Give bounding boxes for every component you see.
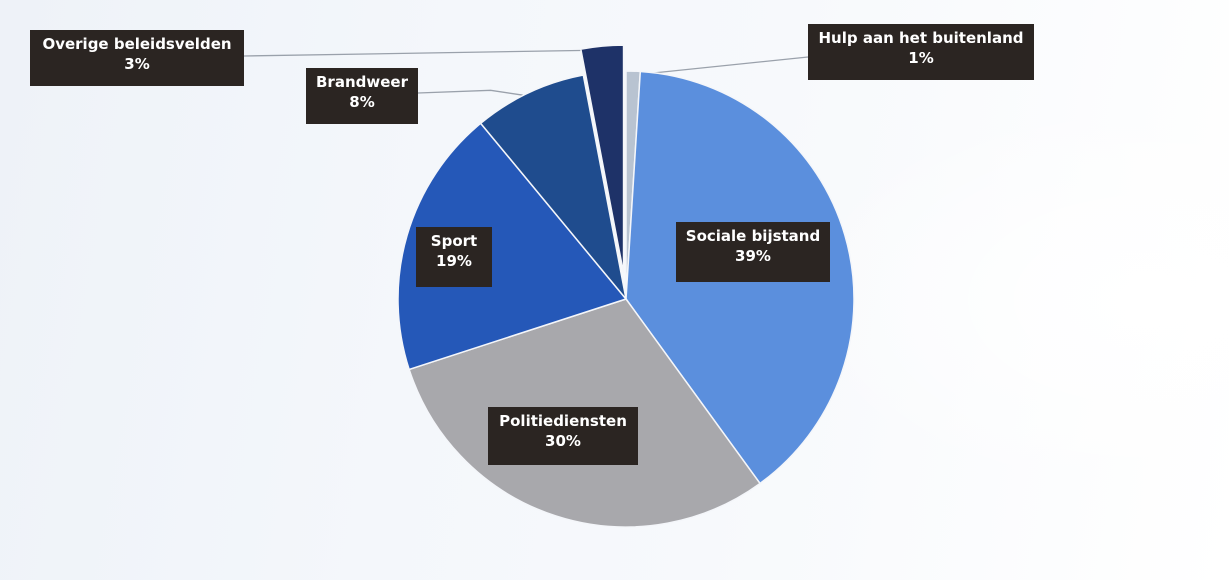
- label-name: Brandweer: [316, 73, 408, 91]
- label-sport: Sport 19%: [416, 227, 492, 287]
- leader-lines: [243, 49, 809, 97]
- label-name: Hulp aan het buitenland: [818, 29, 1024, 47]
- leader-line-brandweer: [417, 89, 531, 97]
- label-percent: 8%: [349, 93, 375, 111]
- label-sociale-bijstand: Sociale bijstand 39%: [676, 222, 830, 282]
- leader-line-hulp-aan-het-buitenland: [632, 56, 809, 76]
- label-name: Overige beleidsvelden: [42, 35, 232, 53]
- label-percent: 30%: [545, 432, 581, 450]
- label-hulp-aan-het-buitenland: Hulp aan het buitenland 1%: [808, 24, 1034, 80]
- label-percent: 39%: [735, 247, 771, 265]
- label-name: Politiediensten: [499, 412, 627, 430]
- label-percent: 1%: [908, 49, 934, 67]
- pie-slice-overige-beleidsvelden: [579, 44, 625, 274]
- label-brandweer: Brandweer 8%: [306, 68, 418, 124]
- leader-line-overige-beleidsvelden: [243, 49, 603, 57]
- label-overige-beleidsvelden: Overige beleidsvelden 3%: [30, 30, 244, 86]
- label-percent: 19%: [436, 252, 472, 270]
- label-name: Sport: [430, 232, 478, 250]
- pie-slice-sport: [397, 122, 628, 371]
- label-name: Sociale bijstand: [685, 227, 821, 245]
- pie-slice-brandweer: [479, 74, 627, 300]
- label-politiediensten: Politiediensten 30%: [488, 407, 638, 465]
- label-percent: 3%: [124, 55, 150, 73]
